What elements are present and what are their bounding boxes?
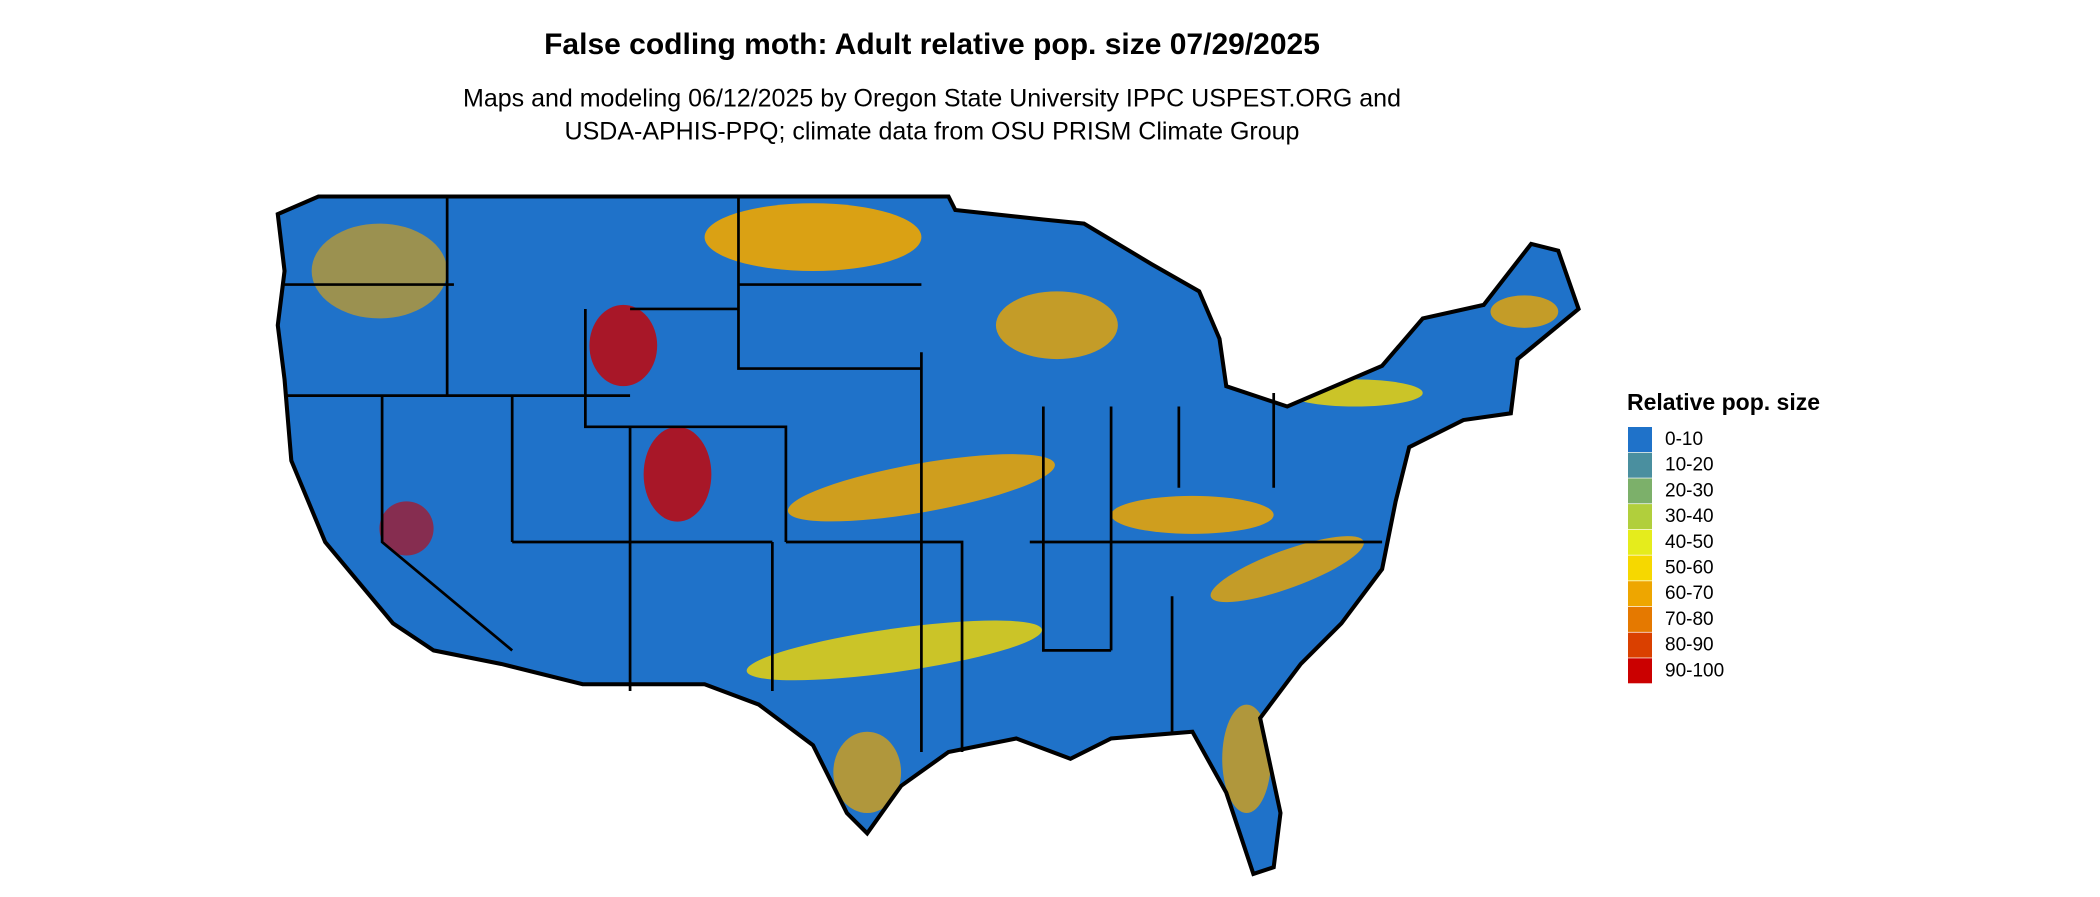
map-subtitle: USDA-APHIS-PPQ; climate data from OSU PR… — [565, 118, 1300, 146]
legend-swatch — [1628, 632, 1652, 658]
legend-swatch — [1628, 427, 1652, 452]
legend: 0-10 10-20 20-30 30-40 40-50 50-60 60-70 70-80 8… — [1628, 427, 1724, 684]
us-map — [278, 196, 1579, 874]
legend-label: 0-10 — [1665, 429, 1703, 450]
map-base — [277, 196, 1579, 874]
legend-label: 70-80 — [1665, 609, 1714, 630]
legend-label: 80-90 — [1665, 635, 1714, 656]
legend-label: 20-30 — [1665, 480, 1714, 501]
legend-swatch — [1628, 452, 1652, 478]
legend-swatch — [1628, 504, 1652, 530]
legend-label: 30-40 — [1665, 506, 1714, 527]
legend-swatch — [1628, 555, 1652, 581]
legend-swatch — [1628, 581, 1652, 607]
map-subtitle: Maps and modeling 06/12/2025 by Oregon S… — [463, 85, 1401, 113]
legend-swatch — [1628, 606, 1652, 632]
legend-swatch — [1628, 478, 1652, 504]
legend-swatch — [1628, 658, 1652, 684]
state-borders — [278, 196, 1579, 874]
legend-label: 60-70 — [1665, 583, 1714, 604]
legend-label: 40-50 — [1665, 532, 1714, 553]
legend-label: 50-60 — [1665, 558, 1714, 579]
legend-label: 90-100 — [1665, 660, 1724, 681]
legend-swatch — [1628, 529, 1652, 555]
legend-title: Relative pop. size — [1627, 389, 1820, 415]
legend-label: 10-20 — [1665, 455, 1714, 476]
map-title: False codling moth: Adult relative pop. … — [544, 28, 1320, 61]
